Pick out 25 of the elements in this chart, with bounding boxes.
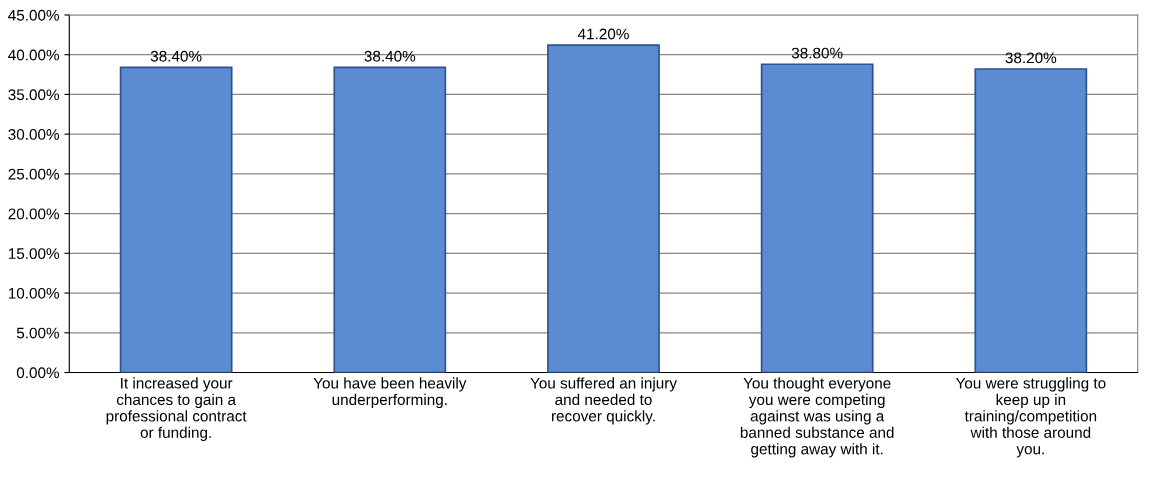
y-tick-label: 40.00%	[8, 49, 60, 61]
data-label: 41.20%	[577, 28, 629, 40]
y-tick-label: 45.00%	[8, 9, 60, 21]
bar	[974, 68, 1088, 373]
y-tick-label: 0.00%	[16, 367, 60, 379]
x-tick-label: You thought everyone you were competing against was using a banned substance and getting away with it.	[740, 377, 894, 458]
y-tick-label: 25.00%	[8, 168, 60, 180]
bar	[760, 63, 874, 373]
y-tick-label: 10.00%	[8, 287, 60, 299]
bar	[119, 66, 233, 373]
y-tick-label: 15.00%	[8, 248, 60, 260]
x-tick-label: You suffered an injury and needed to recover quickly.	[530, 377, 677, 425]
data-label: 38.40%	[364, 50, 416, 62]
data-label: 38.80%	[791, 47, 843, 59]
bar	[333, 66, 447, 373]
data-label: 38.40%	[150, 50, 202, 62]
y-tick-label: 30.00%	[8, 129, 60, 140]
y-tick-label: 20.00%	[8, 208, 60, 220]
y-tick-label: 5.00%	[16, 327, 60, 339]
x-tick-label: You have been heavily underperforming.	[313, 377, 467, 409]
x-tick-label: It increased your chances to gain a professional contract or funding.	[106, 377, 247, 441]
x-tick-label: You were struggling to keep up in training/competition with those around you.	[955, 377, 1106, 458]
y-tick-label: 35.00%	[8, 89, 60, 101]
bar	[547, 44, 660, 373]
data-label: 38.20%	[1005, 52, 1057, 64]
